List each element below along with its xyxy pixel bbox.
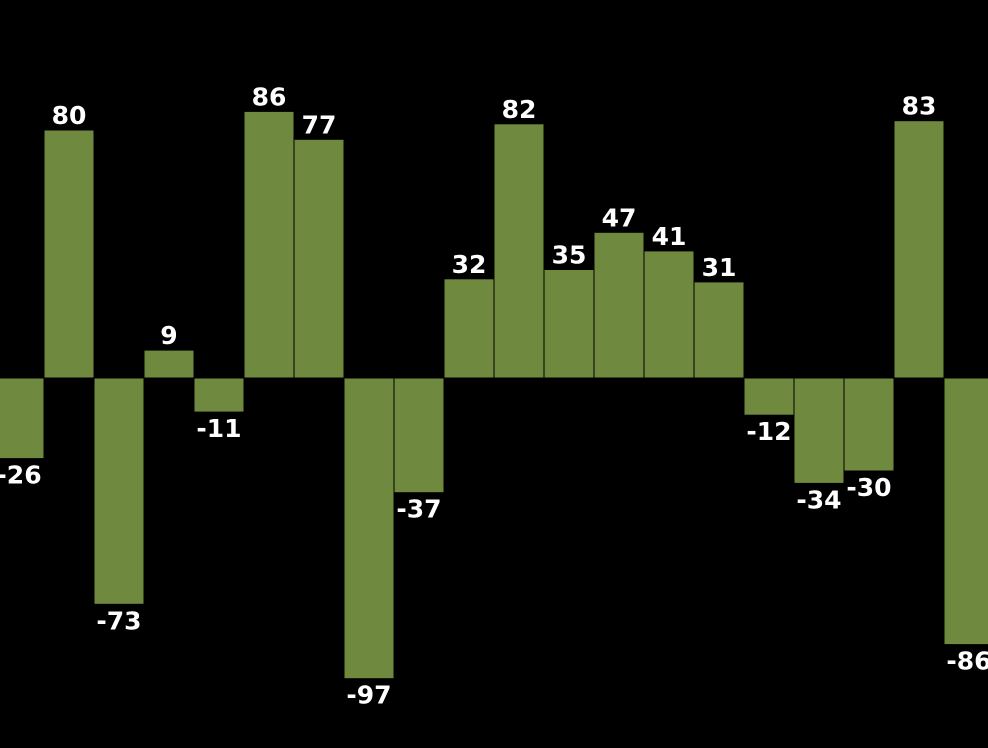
- bar-value-label-16: -34: [796, 485, 841, 514]
- bar-17: [843, 377, 895, 472]
- bar-18: [893, 120, 945, 379]
- bar-value-label-13: 41: [652, 222, 687, 251]
- bar-11: [543, 269, 595, 379]
- bar-value-label-3: 9: [160, 321, 177, 350]
- bar-value-label-11: 35: [552, 241, 587, 270]
- bar-2: [93, 377, 145, 605]
- bars-group: [0, 110, 988, 680]
- bar-16: [793, 377, 845, 484]
- bar-value-label-19: -86: [946, 647, 988, 676]
- bar-12: [593, 231, 645, 379]
- bar-0: [0, 377, 45, 460]
- bar-3: [143, 349, 195, 379]
- bar-value-label-18: 83: [902, 92, 937, 121]
- bar-19: [943, 377, 988, 646]
- bar-value-label-15: -12: [746, 417, 791, 446]
- bar-value-label-6: 77: [302, 110, 337, 139]
- bar-value-label-9: 32: [452, 250, 487, 279]
- bar-7: [343, 377, 395, 680]
- bar-value-label-1: 80: [52, 101, 87, 130]
- bar-value-label-17: -30: [846, 473, 891, 502]
- bar-value-label-14: 31: [702, 253, 737, 282]
- bar-value-label-5: 86: [252, 82, 287, 111]
- bar-4: [193, 377, 245, 413]
- data-labels-group: -26 80 -73 9 -11 86 77 -97 -37 32 82 35 47 41 31 -12 -34…: [0, 82, 988, 709]
- bar-9: [443, 278, 495, 379]
- bar-10: [493, 123, 545, 379]
- bar-1: [43, 129, 95, 379]
- bar-8: [393, 377, 445, 494]
- bar-14: [693, 281, 745, 379]
- bar-value-label-7: -97: [346, 681, 391, 710]
- bar-15: [743, 377, 795, 416]
- bar-value-label-0: -26: [0, 461, 42, 490]
- bar-13: [643, 250, 695, 379]
- bar-value-label-10: 82: [502, 95, 537, 124]
- bar-value-label-4: -11: [196, 414, 241, 443]
- bar-value-label-12: 47: [602, 203, 637, 232]
- bar-value-label-8: -37: [396, 495, 441, 524]
- bar-value-label-2: -73: [96, 606, 141, 635]
- bar-6: [293, 138, 345, 379]
- bar-5: [243, 110, 295, 379]
